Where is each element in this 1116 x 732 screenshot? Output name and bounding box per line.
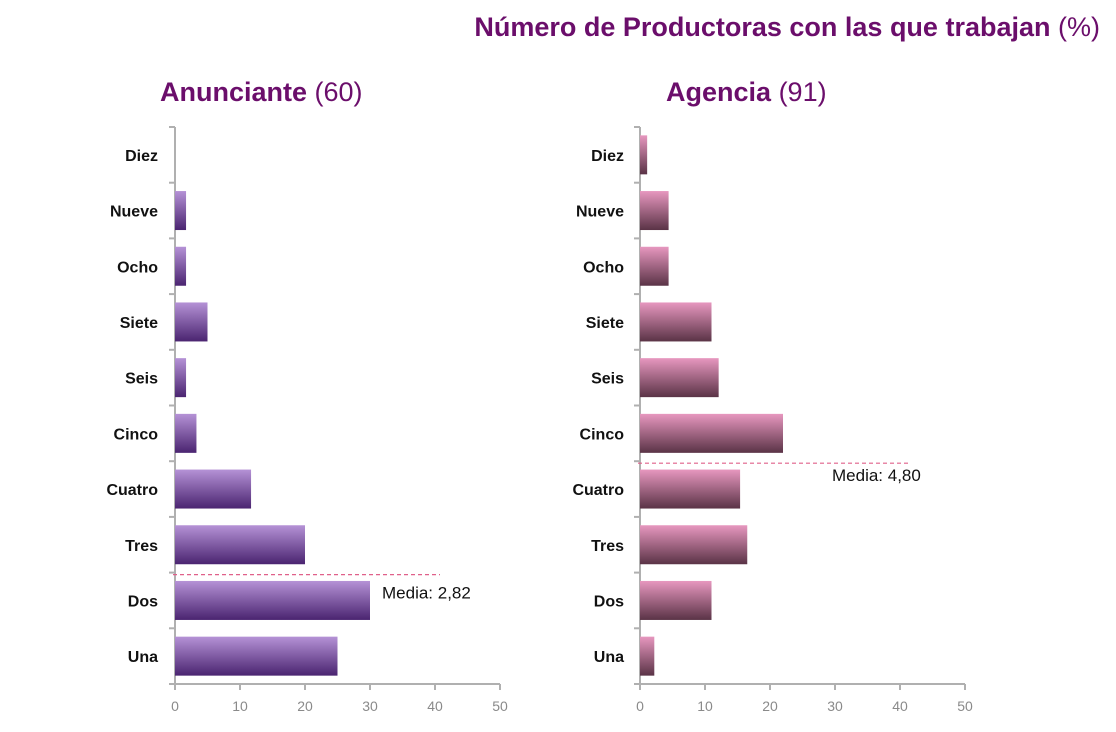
right-bar (640, 580, 712, 620)
chart-main-title: Número de Productoras con las que trabaj… (474, 12, 1100, 43)
left-category-label: Una (128, 649, 158, 666)
left-category-label: Cuatro (106, 482, 158, 499)
left-category-label: Dos (128, 593, 158, 610)
left-x-tick-label: 50 (492, 698, 508, 714)
left-x-tick-label: 10 (232, 698, 248, 714)
main-title-unit: (%) (1058, 12, 1100, 42)
right-x-tick-label: 30 (827, 698, 843, 714)
left-panel-title: Anunciante (60) (160, 77, 363, 108)
right-x-tick-label: 0 (636, 698, 644, 714)
left-category-label: Cinco (114, 426, 159, 443)
right-category-label: Ocho (583, 259, 624, 276)
left-category-label: Ocho (117, 259, 158, 276)
right-category-label: Seis (591, 371, 624, 388)
left-category-label: Tres (125, 538, 158, 555)
left-bar (175, 358, 187, 398)
right-category-label: Diez (591, 148, 624, 165)
left-panel-count: (60) (314, 77, 363, 107)
right-category-label: Nueve (576, 204, 624, 221)
left-bar (175, 525, 305, 565)
left-x-tick-label: 30 (362, 698, 378, 714)
right-bar (640, 636, 655, 676)
right-x-tick-label: 40 (892, 698, 908, 714)
left-category-label: Siete (120, 315, 158, 332)
right-bar (640, 135, 648, 175)
left-bar (175, 191, 187, 231)
right-bar (640, 413, 783, 453)
right-panel-title-text: Agencia (666, 77, 772, 107)
right-mean-label: Media: 4,80 (832, 466, 921, 485)
right-bar (640, 469, 741, 509)
left-bar (175, 246, 187, 286)
left-bar (175, 636, 338, 676)
right-x-tick-label: 50 (957, 698, 973, 714)
left-x-tick-label: 20 (297, 698, 313, 714)
right-category-label: Cuatro (572, 482, 624, 499)
left-bar (175, 302, 208, 342)
right-x-tick-label: 10 (697, 698, 713, 714)
left-bar (175, 469, 252, 509)
left-category-label: Nueve (110, 204, 158, 221)
right-bar (640, 525, 748, 565)
main-title-text: Número de Productoras con las que trabaj… (474, 12, 1051, 42)
right-category-label: Una (594, 649, 624, 666)
right-category-label: Cinco (580, 426, 625, 443)
left-bar (175, 580, 370, 620)
right-category-label: Dos (594, 593, 624, 610)
right-bar (640, 246, 669, 286)
right-bar (640, 302, 712, 342)
right-x-tick-label: 20 (762, 698, 778, 714)
left-bar (175, 413, 197, 453)
right-category-label: Siete (586, 315, 624, 332)
right-panel-count: (91) (778, 77, 827, 107)
right-bar (640, 191, 669, 231)
left-category-label: Diez (125, 148, 158, 165)
right-category-label: Tres (591, 538, 624, 555)
left-panel-title-text: Anunciante (160, 77, 308, 107)
left-mean-label: Media: 2,82 (382, 584, 471, 603)
left-x-tick-label: 40 (427, 698, 443, 714)
left-x-tick-label: 0 (171, 698, 179, 714)
left-category-label: Seis (125, 371, 158, 388)
right-panel-title: Agencia (91) (666, 77, 827, 108)
right-bar (640, 358, 719, 398)
